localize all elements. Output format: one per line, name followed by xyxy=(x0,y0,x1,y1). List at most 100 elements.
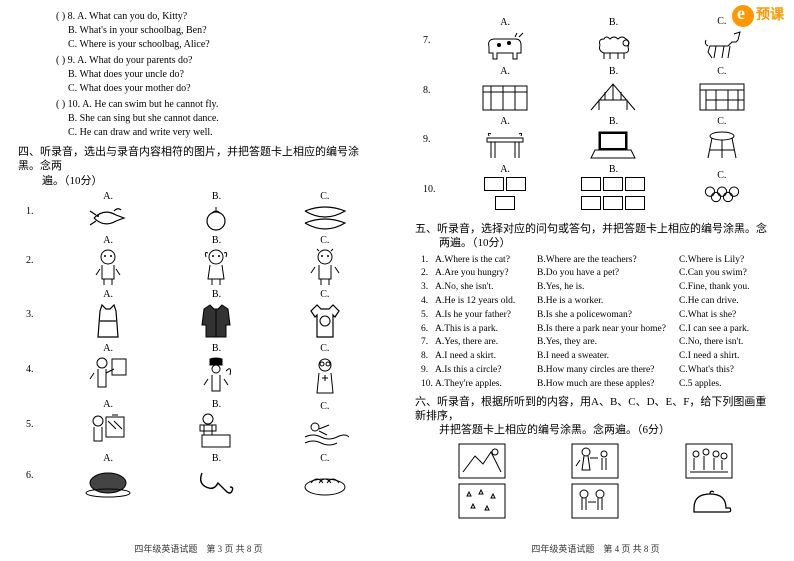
s5-b: B.Yes, he is. xyxy=(537,281,679,294)
row5-num: 5. xyxy=(18,419,54,430)
r3c-label: C. xyxy=(271,289,379,300)
tshirt-icon xyxy=(305,301,345,341)
r6c-label: C. xyxy=(271,453,379,464)
s5-row-1: 1.A.Where is the cat?B.Where are the tea… xyxy=(415,254,776,267)
doctor-icon xyxy=(307,355,343,397)
hall-icon xyxy=(587,78,639,114)
s5-num: 4. xyxy=(421,295,435,308)
sheep-icon xyxy=(590,29,636,63)
girl3-icon xyxy=(307,247,343,287)
r2a-label: A. xyxy=(54,235,162,246)
stool-icon xyxy=(702,128,742,162)
grid3-icon xyxy=(483,176,527,214)
s5-a: A.No, she isn't. xyxy=(435,281,537,294)
r4a-label: A. xyxy=(54,343,162,354)
s4-row-9: 9. A. B. C. xyxy=(415,116,776,162)
s5-c: C.Where is Lily? xyxy=(679,254,776,267)
s4-row-8: 8. A. B. C. xyxy=(415,66,776,114)
section5-indent: 两遍。（10分） xyxy=(415,237,511,249)
table-icon xyxy=(481,128,529,162)
r1c-label: C. xyxy=(271,191,379,202)
r6b-label: B. xyxy=(162,453,270,464)
s5-num: 1. xyxy=(421,254,435,267)
s5-num: 6. xyxy=(421,323,435,336)
q9-b: B. What does your uncle do? xyxy=(18,68,379,81)
s5-row-7: 7.A.Yes, there are.B.Yes, they are.C.No,… xyxy=(415,336,776,349)
r1b-label: B. xyxy=(162,191,270,202)
section5-title: 五、听录音，选择对应的问句或答句，并把答题卡上相应的编号涂黑。念两遍。（10分） xyxy=(415,222,776,251)
r2b-label: B. xyxy=(162,235,270,246)
section4-title: 四、听录音，选出与录音内容相符的图片，并把答题卡上相应的编号涂黑。念两遍。（10… xyxy=(18,145,379,188)
s4-row-3: 3. A. B. C. xyxy=(18,289,379,341)
cow-icon xyxy=(481,29,529,63)
s5-num: 8. xyxy=(421,350,435,363)
s5-row-5: 5.A.Is he your father?B.Is she a policew… xyxy=(415,309,776,322)
tomato-icon xyxy=(194,203,238,233)
kids-icon xyxy=(570,482,620,520)
left-column: ( ) 8. A. What can you do, Kitty? B. Wha… xyxy=(0,0,397,561)
crowd-icon xyxy=(684,442,734,480)
chicken-leg-icon xyxy=(194,465,238,499)
row9-num: 9. xyxy=(415,134,451,145)
q10-bracket: ( ) 10. xyxy=(56,99,80,110)
q10-c: C. He can draw and write very well. xyxy=(18,126,379,139)
stars-icon xyxy=(457,482,507,520)
s5-row-10: 10.A.They're apples.B.How much are these… xyxy=(415,378,776,391)
r3a-label: A. xyxy=(54,289,162,300)
s5-answers: 1.A.Where is the cat?B.Where are the tea… xyxy=(415,254,776,391)
section6-indent: 并把答题卡上相应的编号涂黑。念两遍。（6分） xyxy=(415,424,670,436)
row3-num: 3. xyxy=(18,309,54,320)
s5-a: A.They're apples. xyxy=(435,378,537,391)
s5-b: B.Is she a policewoman? xyxy=(537,309,679,322)
row6-num: 6. xyxy=(18,470,54,481)
s5-row-2: 2.A.Are you hungry?B.Do you have a pet?C… xyxy=(415,267,776,280)
q8-c: C. Where is your schoolbag, Alice? xyxy=(18,38,379,51)
girl1-icon xyxy=(90,247,126,287)
noodles-icon xyxy=(301,465,349,499)
q9-bracket: ( ) 9. xyxy=(56,55,75,66)
q10-a: A. He can swim but he cannot fly. xyxy=(82,99,218,110)
s5-b: B.I need a sweater. xyxy=(537,350,679,363)
s5-b: B.Yes, they are. xyxy=(537,336,679,349)
s4-row-7: 7. A. B. C. xyxy=(415,16,776,64)
s5-c: C.I can see a park. xyxy=(679,323,776,336)
grid6-icon xyxy=(580,176,646,214)
s5-c: C.What's this? xyxy=(679,364,776,377)
reading-icon xyxy=(194,411,238,451)
s4-row-5: 5. A. B. C. xyxy=(18,399,379,451)
q8-num: ( ) 8. A. What can you do, Kitty? xyxy=(18,10,379,23)
s5-a: A.He is 12 years old. xyxy=(435,295,537,308)
r5c-label: C. xyxy=(271,401,379,412)
shop-icon xyxy=(696,78,748,114)
r4b-label: B. xyxy=(162,343,270,354)
s5-a: A.Yes, there are. xyxy=(435,336,537,349)
s5-row-3: 3.A.No, she isn't.B.Yes, he is.C.Fine, t… xyxy=(415,281,776,294)
girl2-icon xyxy=(198,247,234,287)
q9-num: ( ) 9. A. What do your parents do? xyxy=(18,54,379,67)
footer-right: 四年级英语试题 第 4 页 共 8 页 xyxy=(397,542,794,555)
s5-num: 3. xyxy=(421,281,435,294)
s5-c: C.Can you swim? xyxy=(679,267,776,280)
r5a-label: A. xyxy=(54,399,162,410)
r9b-label: B. xyxy=(559,116,667,127)
row2-num: 2. xyxy=(18,255,54,266)
r10b-label: B. xyxy=(559,164,667,175)
s5-row-6: 6.A.This is a park.B.Is there a park nea… xyxy=(415,323,776,336)
horse-icon xyxy=(698,28,746,64)
q8-a: A. What can you do, Kitty? xyxy=(77,11,187,22)
cap-icon xyxy=(684,482,734,520)
r6a-label: A. xyxy=(54,453,162,464)
market-icon xyxy=(479,78,531,114)
s4-row-6: 6. A. B. C. xyxy=(18,453,379,499)
s5-b: B.He is a worker. xyxy=(537,295,679,308)
q9-c: C. What does your mother do? xyxy=(18,82,379,95)
r10c-label: C. xyxy=(668,170,776,181)
footer-left: 四年级英语试题 第 3 页 共 8 页 xyxy=(0,542,397,555)
s5-b: B.How many circles are there? xyxy=(537,364,679,377)
s4-row-4: 4. A. B. C. xyxy=(18,343,379,397)
jacket-icon xyxy=(196,301,236,341)
row10-num: 10. xyxy=(415,184,451,195)
turkey-icon xyxy=(84,465,132,499)
mountain-icon xyxy=(457,442,507,480)
s5-row-4: 4.A.He is 12 years old.B.He is a worker.… xyxy=(415,295,776,308)
